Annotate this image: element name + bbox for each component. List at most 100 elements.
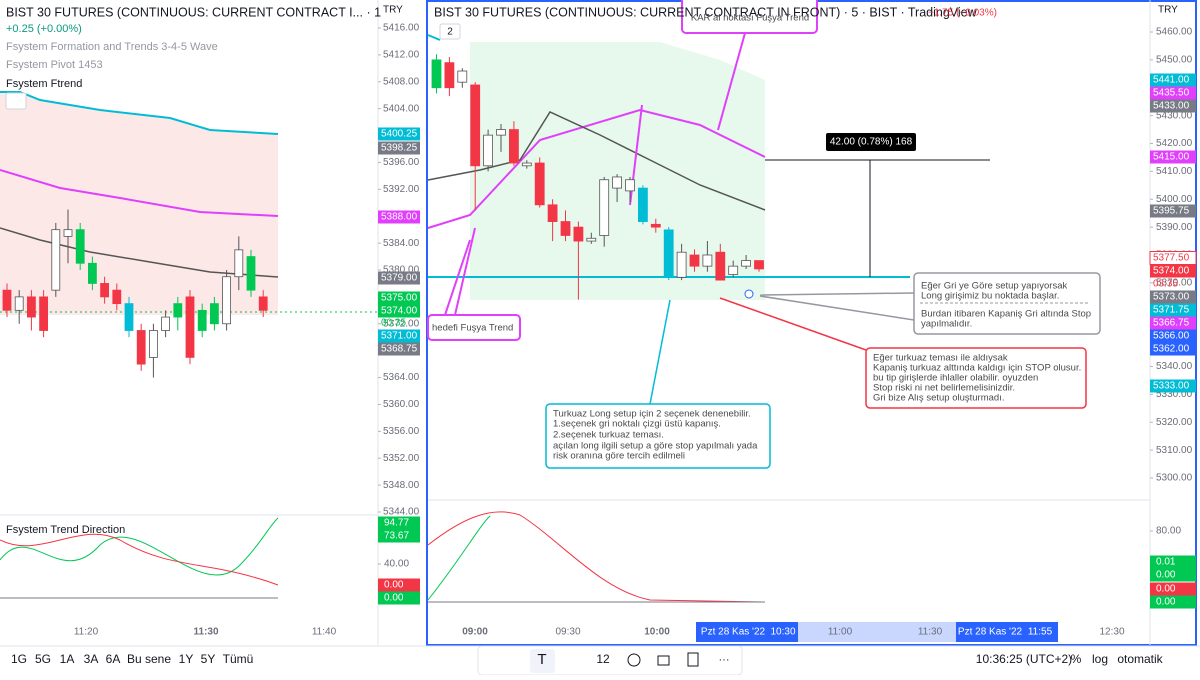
price-label-bg	[378, 304, 420, 318]
note-line: Eğer turkuaz teması ile aldıysak	[873, 353, 1008, 364]
price-label-bg	[1150, 204, 1196, 218]
range-button[interactable]: 1A	[60, 652, 75, 666]
time-tick: 11:00	[828, 627, 853, 638]
magenta-line	[427, 108, 766, 229]
candle-body	[625, 179, 635, 192]
osc-label: 0.00	[384, 580, 404, 591]
currency[interactable]: TRY	[1158, 5, 1178, 16]
lock-icon[interactable]	[657, 655, 670, 666]
callout-box	[681, 0, 818, 34]
time-highlight-label: Pzt 28 Kas '22	[701, 627, 766, 638]
price-label: 5374.00	[381, 306, 418, 317]
candle-body	[197, 309, 207, 331]
callout-arrow	[717, 32, 746, 131]
range-button[interactable]: 6A	[106, 652, 121, 666]
green-area	[470, 42, 765, 300]
price-label-bg	[1150, 99, 1196, 113]
y-tick-label: 5370.00	[1156, 278, 1193, 289]
trash-icon[interactable]	[687, 652, 699, 667]
y-tick-label: 5348.00	[383, 480, 420, 491]
note-box	[545, 403, 771, 469]
price-label: 5435.50	[1153, 88, 1190, 99]
area-fill	[0, 92, 278, 315]
auto-toggle[interactable]: otomatik	[1117, 652, 1163, 666]
time-highlight	[956, 622, 1058, 642]
price-label-bg	[378, 127, 420, 141]
time-tick: 11:30	[193, 627, 218, 638]
candle-body	[100, 283, 109, 298]
callout-arrow	[454, 227, 476, 316]
y-tick-label: 5320.00	[1156, 417, 1193, 428]
time-tick: 11:40	[312, 627, 337, 638]
range-button[interactable]: 5G	[35, 652, 51, 666]
range-button[interactable]: 1G	[11, 652, 27, 666]
clock: 10:36:25 (UTC+2)	[976, 652, 1072, 666]
price-label: 5441.00	[1153, 75, 1190, 86]
price-label-bg	[1150, 342, 1196, 356]
candle-body	[222, 276, 232, 325]
range-button[interactable]: Tümü	[223, 652, 254, 666]
candle-body	[754, 260, 764, 270]
log-toggle[interactable]: log	[1092, 652, 1108, 666]
candle-body	[573, 226, 584, 242]
price-label: 5366.75	[1153, 318, 1190, 329]
price-label: 5366.00	[1153, 331, 1190, 342]
note-line: Gri bize Alış setup oluşturmadı.	[873, 393, 1004, 404]
osc-label-bg	[378, 591, 420, 605]
callout-text: KAR al noktası Fuşya Trend	[691, 13, 809, 24]
range-button[interactable]: 1Y	[179, 652, 194, 666]
candle-body	[663, 229, 674, 278]
candle-body	[599, 179, 610, 236]
price-label: 5395.75	[1153, 206, 1190, 217]
osc-label: 94.77	[384, 518, 409, 529]
marker	[744, 289, 754, 299]
text-tool[interactable]	[530, 649, 555, 673]
osc-label: 0.00	[1156, 597, 1176, 608]
osc-label-bg	[378, 578, 420, 592]
candle-body	[173, 303, 183, 318]
settings-icon[interactable]	[627, 653, 641, 667]
price-label-bg	[1150, 379, 1196, 393]
candle-body	[650, 223, 661, 228]
indicator-name[interactable]: Fsystem Pivot 1453	[6, 59, 103, 71]
y-tick-label: 5344.00	[383, 507, 420, 518]
indicator-name[interactable]: Fsystem Ftrend	[6, 78, 82, 90]
note-line: Turkuaz Long setup için 2 seçenek denene…	[553, 409, 751, 420]
candle-body	[246, 256, 256, 291]
currency[interactable]: TRY	[383, 5, 403, 16]
price-label-bg	[1150, 86, 1196, 100]
y-tick-label: 5396.00	[383, 157, 420, 168]
candle-body	[431, 59, 442, 89]
percent-toggle[interactable]: %	[1071, 652, 1082, 666]
candle-body	[39, 296, 48, 331]
price-label: 5362.00	[1153, 344, 1190, 355]
candle-body	[2, 289, 12, 311]
osc-label: 0.00	[1156, 570, 1176, 581]
indicator-name[interactable]: Fsystem Formation and Trends 3-4-5 Wave	[6, 41, 218, 53]
range-button[interactable]: Bu sene	[127, 652, 171, 666]
candle-body	[638, 187, 648, 222]
time-tick: 09:00	[462, 627, 488, 638]
more-icon[interactable]: ···	[719, 654, 730, 666]
y-tick-label: 5390.00	[1156, 222, 1193, 233]
range-button[interactable]: 3A	[84, 652, 99, 666]
osc-label-bg	[1150, 555, 1196, 569]
osc-tick-label: 40.00	[384, 559, 409, 570]
collapse-button[interactable]	[5, 92, 27, 110]
range-button[interactable]: 5Y	[201, 652, 216, 666]
price-label: 5400.25	[381, 129, 418, 140]
interval[interactable]: 12	[596, 652, 610, 666]
y-tick-label: 5430.00	[1156, 110, 1193, 121]
right-decor	[427, 0, 1151, 645]
candle-body	[741, 260, 751, 267]
price-label-bg	[378, 271, 420, 285]
note-line: bu tip girişlerde ihlaller olabilir. oyu…	[873, 373, 1038, 384]
y-tick-label: 5460.00	[1156, 27, 1193, 38]
osc-red	[0, 533, 279, 586]
badge[interactable]: 2	[447, 27, 453, 38]
time-tick: 10:00	[644, 627, 670, 638]
price-label-bg	[378, 141, 420, 155]
candle-body	[51, 229, 61, 291]
badge-box[interactable]	[439, 23, 461, 40]
